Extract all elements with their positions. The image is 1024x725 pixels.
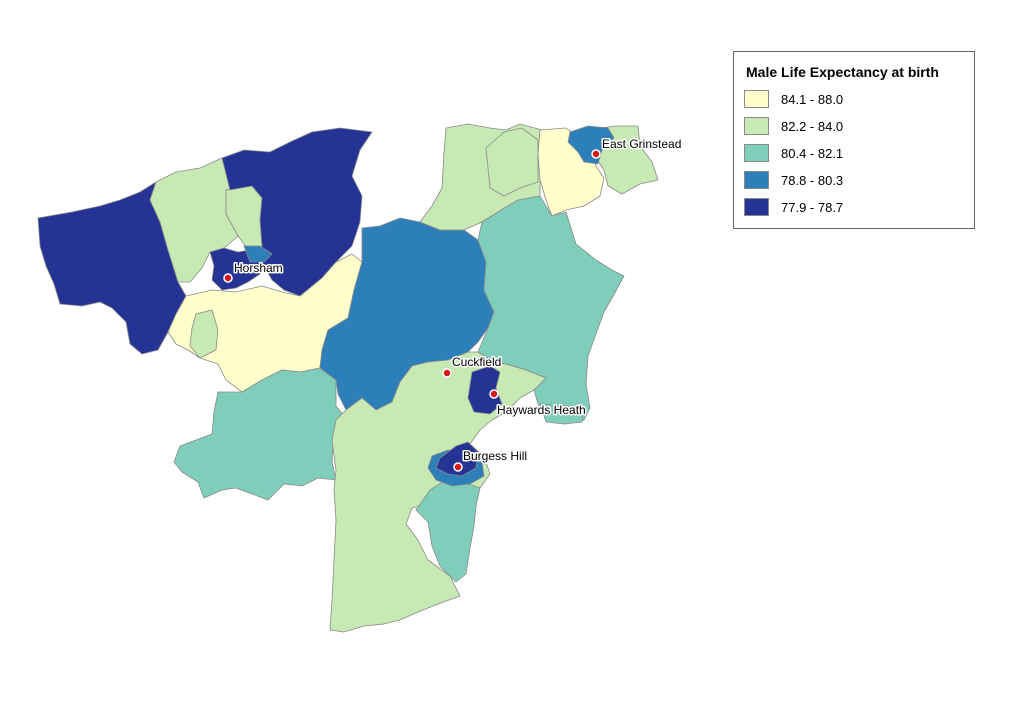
legend-row-class-4: 78.8 - 80.3 <box>744 171 964 191</box>
legend-label: 80.4 - 82.1 <box>781 146 844 161</box>
legend-swatch <box>744 144 769 162</box>
town-burgess-hill: Burgess Hill <box>453 448 529 472</box>
region-east-south-patch <box>539 403 585 425</box>
town-dot-east-grinstead <box>591 149 601 159</box>
legend-label: 77.9 - 78.7 <box>781 200 844 215</box>
legend-row-class-2: 82.2 - 84.0 <box>744 117 964 137</box>
legend-label: 84.1 - 88.0 <box>781 92 844 107</box>
region-burgess-hill-centre <box>435 441 479 477</box>
region-north-centre-inner <box>485 127 539 197</box>
region-horsham-north-patch <box>243 245 273 263</box>
town-haywards-heath: Haywards Heath <box>489 389 587 419</box>
legend-swatch <box>744 198 769 216</box>
town-east-grinstead: East Grinstead <box>591 136 683 159</box>
region-south-horsham-patch <box>189 309 219 359</box>
legend-label: 78.8 - 80.3 <box>781 173 844 188</box>
town-dot-horsham <box>223 273 233 283</box>
legend-title: Male Life Expectancy at birth <box>746 64 939 80</box>
town-label-cuckfield: Cuckfield <box>452 355 501 369</box>
town-dot-cuckfield <box>442 368 452 378</box>
legend-label: 82.2 - 84.0 <box>781 119 844 134</box>
town-dot-haywards-heath <box>489 389 499 399</box>
legend-row-class-5: 77.9 - 78.7 <box>744 198 964 218</box>
region-east-mid-sussex <box>477 195 625 425</box>
legend-row-class-3: 80.4 - 82.1 <box>744 144 964 164</box>
legend-swatch <box>744 90 769 108</box>
town-label-horsham: Horsham <box>234 261 283 275</box>
map-legend: Male Life Expectancy at birth 84.1 - 88.… <box>733 51 975 229</box>
region-east-grinstead-town <box>567 125 615 165</box>
region-north-horsham-east <box>221 127 373 297</box>
town-dot-burgess-hill <box>453 462 463 472</box>
region-southwest <box>173 367 345 501</box>
town-label-haywards-heath: Haywards Heath <box>497 403 586 417</box>
region-haywards-heath <box>467 365 503 415</box>
town-horsham: Horsham <box>223 260 284 283</box>
town-label-burgess-hill: Burgess Hill <box>463 449 527 463</box>
town-cuckfield: Cuckfield <box>442 354 503 378</box>
region-burgess-hill-south <box>415 479 481 583</box>
town-label-east-grinstead: East Grinstead <box>602 137 681 151</box>
legend-swatch <box>744 171 769 189</box>
legend-swatch <box>744 117 769 135</box>
legend-row-class-1: 84.1 - 88.0 <box>744 90 964 110</box>
region-east-grinstead-east <box>595 125 659 195</box>
